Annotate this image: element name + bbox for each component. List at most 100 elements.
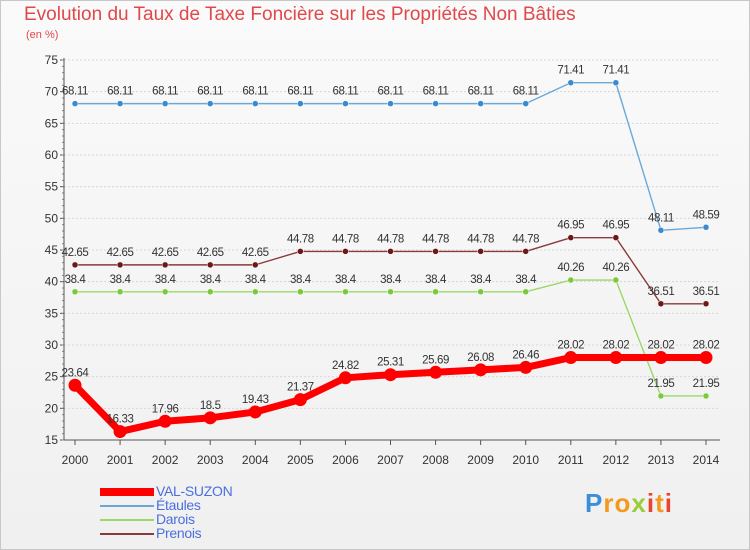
data-point bbox=[338, 371, 352, 385]
data-point bbox=[297, 288, 304, 296]
data-point bbox=[702, 224, 710, 231]
data-point bbox=[206, 288, 214, 296]
data-label: 42.65 bbox=[242, 247, 269, 259]
data-point bbox=[702, 300, 710, 308]
x-tick-label: 2011 bbox=[558, 453, 584, 467]
series-val-suzon: 23.64 16.33 17.96 18.5 19.43 21.37 24.82 25.31 2… bbox=[62, 340, 720, 439]
data-point bbox=[522, 100, 529, 107]
data-point bbox=[654, 351, 668, 365]
data-label: 28.02 bbox=[602, 340, 629, 352]
data-point bbox=[161, 100, 169, 107]
legend-label: Étaules bbox=[156, 497, 201, 513]
y-tick-label: 15 bbox=[45, 433, 59, 447]
data-point bbox=[297, 248, 304, 255]
data-point bbox=[474, 363, 488, 377]
data-point bbox=[657, 300, 665, 308]
chart-subtitle: (en %) bbox=[26, 29, 59, 41]
data-point bbox=[384, 368, 397, 382]
data-label: 23.64 bbox=[62, 367, 90, 379]
x-tick-label: 2013 bbox=[648, 453, 675, 467]
data-point bbox=[432, 100, 439, 107]
data-point bbox=[297, 100, 304, 107]
data-point bbox=[342, 100, 349, 107]
data-label: 21.37 bbox=[287, 382, 314, 394]
data-point bbox=[429, 365, 443, 379]
y-tick-label: 55 bbox=[45, 180, 59, 194]
data-point bbox=[564, 351, 578, 365]
data-label: 71.41 bbox=[557, 65, 584, 77]
data-point bbox=[116, 100, 124, 107]
y-tick-label: 75 bbox=[45, 53, 59, 67]
data-label: 36.51 bbox=[693, 286, 720, 298]
data-label: 40.26 bbox=[557, 262, 584, 274]
data-label: 38.4 bbox=[425, 274, 447, 286]
data-point bbox=[387, 100, 394, 107]
data-label: 38.4 bbox=[155, 274, 177, 286]
series-prenois: 42.65 42.65 42.65 42.65 42.65 44.78 44.78 44.78… bbox=[62, 220, 720, 308]
x-tick-label: 2008 bbox=[422, 453, 449, 467]
data-point bbox=[71, 261, 79, 269]
data-label: 44.78 bbox=[512, 233, 539, 245]
data-label: 38.4 bbox=[470, 274, 492, 286]
data-label: 42.65 bbox=[197, 247, 224, 259]
series--taules: 68.11 68.11 68.11 68.11 68.11 68.11 68.11 68.11… bbox=[62, 65, 720, 234]
data-label: 28.02 bbox=[648, 340, 675, 352]
logo-letter: i bbox=[646, 488, 656, 518]
data-label: 26.46 bbox=[512, 349, 539, 361]
logo-letter: t bbox=[655, 488, 665, 518]
y-tick-label: 70 bbox=[45, 85, 59, 99]
data-point bbox=[477, 100, 484, 107]
data-point bbox=[567, 234, 575, 241]
x-tick-label: 2005 bbox=[287, 453, 314, 467]
legend-swatch bbox=[100, 505, 154, 507]
data-point bbox=[161, 261, 169, 269]
data-label: 68.11 bbox=[152, 86, 178, 98]
data-point bbox=[116, 261, 124, 269]
data-point bbox=[699, 351, 713, 365]
logo-letter: r bbox=[603, 488, 615, 518]
data-label: 68.11 bbox=[468, 86, 494, 98]
data-point bbox=[161, 288, 169, 296]
y-tick-label: 40 bbox=[45, 275, 59, 289]
data-point bbox=[342, 288, 349, 296]
data-label: 16.33 bbox=[107, 414, 134, 426]
data-label: 36.51 bbox=[648, 286, 675, 298]
data-point bbox=[432, 248, 439, 255]
data-point bbox=[71, 288, 79, 296]
legend-label: Prenois bbox=[156, 525, 202, 541]
data-point bbox=[206, 261, 214, 269]
data-point bbox=[432, 288, 439, 296]
y-tick-label: 20 bbox=[45, 401, 59, 415]
data-point bbox=[342, 248, 349, 255]
data-point bbox=[203, 411, 217, 425]
data-point bbox=[387, 248, 394, 255]
y-tick-label: 65 bbox=[45, 116, 59, 130]
legend-label: VAL-SUZON bbox=[156, 483, 233, 499]
data-point bbox=[612, 234, 620, 241]
data-label: 42.65 bbox=[107, 247, 134, 259]
data-point bbox=[293, 393, 307, 407]
data-point bbox=[657, 227, 665, 234]
data-label: 44.78 bbox=[332, 233, 359, 245]
proxiti-logo: Proxiti bbox=[585, 488, 673, 519]
y-tick-label: 45 bbox=[45, 243, 59, 257]
data-point bbox=[612, 79, 620, 86]
x-tick-label: 2004 bbox=[242, 453, 269, 467]
data-label: 68.11 bbox=[242, 86, 268, 98]
data-label: 38.4 bbox=[65, 274, 87, 286]
logo-letter: x bbox=[631, 488, 647, 518]
y-tick-label: 25 bbox=[45, 370, 59, 384]
data-point bbox=[71, 100, 79, 107]
y-tick-label: 60 bbox=[45, 148, 59, 162]
data-label: 44.78 bbox=[287, 233, 314, 245]
data-point bbox=[612, 276, 620, 284]
chart-title: Evolution du Taux de Taxe Foncière sur l… bbox=[24, 4, 576, 25]
data-label: 68.11 bbox=[62, 86, 88, 98]
data-label: 40.26 bbox=[602, 262, 629, 274]
data-label: 44.78 bbox=[467, 233, 494, 245]
data-label: 28.02 bbox=[557, 340, 584, 352]
data-point bbox=[113, 425, 127, 439]
data-label: 71.41 bbox=[602, 65, 629, 77]
x-tick-label: 2000 bbox=[62, 453, 89, 467]
